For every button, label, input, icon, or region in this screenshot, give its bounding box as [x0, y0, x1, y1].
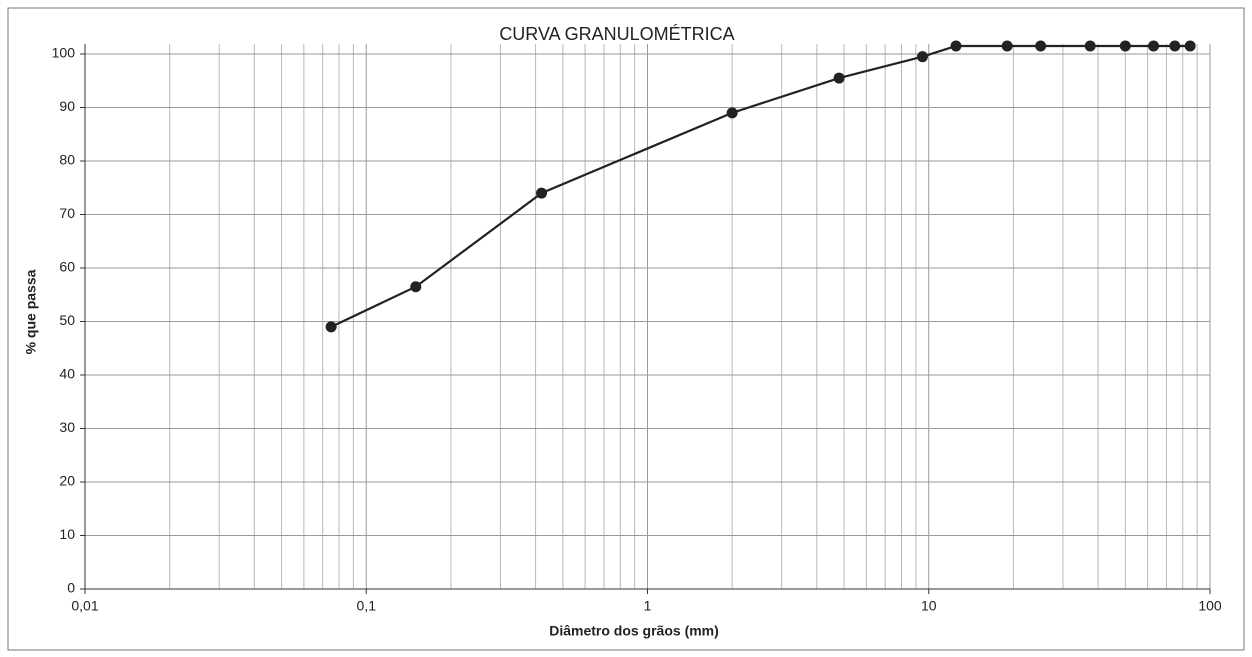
x-tick-label: 0,01: [71, 598, 98, 614]
data-point: [1119, 40, 1131, 52]
y-tick-label: 20: [59, 473, 75, 489]
data-point: [1169, 40, 1181, 52]
x-tick-label: 10: [921, 598, 937, 614]
data-point: [916, 51, 928, 63]
data-point: [726, 107, 738, 119]
y-tick-label: 80: [59, 152, 75, 168]
data-point: [536, 187, 548, 199]
data-point: [833, 72, 845, 84]
x-tick-label: 1: [644, 598, 652, 614]
data-point: [1184, 40, 1196, 52]
y-tick-label: 0: [67, 580, 75, 596]
x-axis-label: Diâmetro dos grãos (mm): [549, 623, 719, 639]
data-point: [1084, 40, 1096, 52]
y-tick-label: 60: [59, 259, 75, 275]
data-point: [1148, 40, 1160, 52]
y-tick-label: 100: [52, 45, 76, 61]
data-point: [1001, 40, 1013, 52]
x-tick-label: 100: [1198, 598, 1222, 614]
chart-frame: [7, 7, 1245, 651]
data-point: [950, 40, 962, 52]
x-tick-label: 0,1: [357, 598, 377, 614]
y-tick-label: 50: [59, 312, 75, 328]
y-tick-label: 30: [59, 419, 75, 435]
data-point: [1035, 40, 1047, 52]
data-point: [410, 281, 422, 293]
y-tick-label: 40: [59, 366, 75, 382]
y-tick-label: 10: [59, 526, 75, 542]
chart-title: CURVA GRANULOMÉTRICA: [499, 24, 734, 44]
y-tick-label: 90: [59, 98, 75, 114]
y-axis-label: % que passa: [23, 269, 39, 354]
y-tick-label: 70: [59, 205, 75, 221]
data-point: [325, 321, 337, 333]
